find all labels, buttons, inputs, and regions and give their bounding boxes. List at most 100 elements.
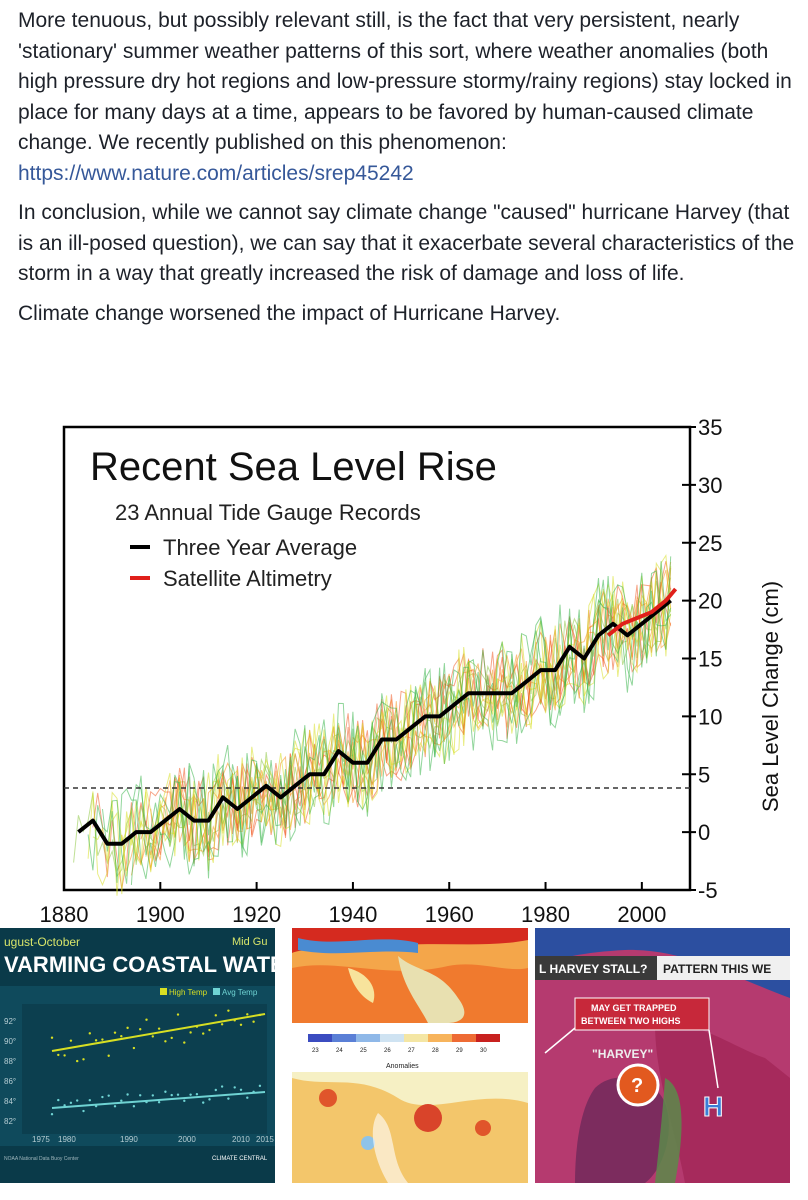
avg-temp-point: [208, 1098, 211, 1101]
thumb1-x-label: 1990: [120, 1135, 138, 1144]
thumb1-x-label: 2010: [232, 1135, 250, 1144]
avg-temp-point: [258, 1084, 262, 1088]
tide-gauge-line: [155, 569, 672, 861]
legend-average-label: Three Year Average: [163, 535, 357, 560]
sst-scale-label: 30: [480, 1048, 487, 1054]
high-temp-point: [233, 1019, 236, 1022]
high-temp-point: [76, 1059, 79, 1063]
thumb1-y-label: 88°: [4, 1057, 16, 1066]
sst-scale-label: 23: [312, 1048, 319, 1054]
thumb1-y-label: 82°: [4, 1117, 16, 1126]
avg-temp-point: [202, 1101, 205, 1104]
y-axis-label: Sea Level Change (cm): [758, 581, 783, 812]
avg-temp-point: [63, 1104, 66, 1107]
harvey-stall-thumbnail[interactable]: L HARVEY STALL? PATTERN THIS WE MAY GET …: [535, 928, 790, 1183]
avg-temp-point: [239, 1088, 243, 1092]
high-temp-point: [208, 1028, 211, 1032]
sst-scale-swatch: [356, 1034, 380, 1042]
x-tick-label: 1960: [425, 902, 474, 927]
avg-temp-point: [233, 1086, 236, 1089]
high-temp-point: [82, 1058, 85, 1061]
y-tick-label: 35: [698, 415, 722, 440]
high-temp-point: [189, 1031, 192, 1034]
avg-temp-point: [57, 1098, 60, 1102]
avg-temp-point: [189, 1093, 192, 1096]
avg-temp-point: [227, 1097, 230, 1100]
avg-temp-point: [157, 1100, 161, 1104]
thumb1-legend-avg: Avg Temp: [222, 988, 258, 997]
avg-temp-point: [82, 1109, 85, 1113]
high-temp-point: [69, 1039, 73, 1042]
post-paragraph-3: Climate change worsened the impact of Hu…: [18, 301, 561, 325]
high-temp-point: [195, 1025, 199, 1028]
sst-scale-swatch: [380, 1034, 404, 1042]
avg-temp-point: [107, 1094, 110, 1097]
sst-scale-label: 24: [336, 1048, 343, 1054]
hurricane-icon: [616, 1063, 660, 1107]
sst-scale-label: 28: [432, 1048, 439, 1054]
sst-scale-swatch: [404, 1034, 428, 1042]
thumb3-storm-label: "HARVEY": [592, 1047, 653, 1061]
high-temp-point: [252, 1020, 255, 1023]
avg-temp-point: [145, 1100, 148, 1104]
post-text: More tenuous, but possibly relevant stil…: [18, 6, 798, 338]
svg-text:?: ?: [631, 1075, 643, 1097]
avg-temp-point: [164, 1090, 167, 1093]
x-tick-label: 1980: [521, 902, 570, 927]
thumb3-banner-left: L HARVEY STALL?: [539, 962, 647, 976]
high-temp-point: [107, 1054, 110, 1057]
high-temp-point: [88, 1032, 92, 1035]
sst-maps-thumbnail[interactable]: 23 24 25 26 27 28 29 30 Anomalies: [278, 928, 534, 1183]
high-temp-point: [176, 1013, 180, 1016]
legend-satellite-label: Satellite Altimetry: [163, 566, 332, 591]
avg-temp-point: [132, 1105, 136, 1108]
high-temp-point: [220, 1023, 224, 1026]
post-paragraph-1: More tenuous, but possibly relevant stil…: [18, 9, 792, 185]
avg-temp-point: [220, 1085, 224, 1088]
high-temp-point: [239, 1023, 243, 1026]
article-link[interactable]: https://www.nature.com/articles/srep4524…: [18, 161, 414, 185]
post-paragraph-2: In conclusion, while we cannot say clima…: [18, 201, 795, 285]
avg-temp-point: [88, 1099, 92, 1102]
sst-scale-swatch: [452, 1034, 476, 1042]
avg-temp-point: [252, 1090, 255, 1093]
sea-level-chart[interactable]: Recent Sea Level Rise 23 Annual Tide Gau…: [0, 410, 808, 930]
coastal-waters-thumbnail[interactable]: ugust-October Mid Gu VARMING COASTAL WAT…: [0, 928, 275, 1183]
avg-temp-point: [176, 1093, 180, 1096]
high-temp-point: [157, 1027, 161, 1030]
thumb3-warning-1: MAY GET TRAPPED: [591, 1003, 677, 1013]
thumb1-brand: CLIMATE CENTRAL: [212, 1156, 268, 1162]
anomalies-label: Anomalies: [386, 1063, 419, 1070]
three-year-average-line: [77, 599, 672, 846]
thumb1-y-label: 84°: [4, 1097, 16, 1106]
x-tick-label: 1920: [232, 902, 281, 927]
thumb1-source: NOAA National Data Buoy Center: [4, 1156, 79, 1162]
sst-scale-label: 29: [456, 1048, 463, 1054]
thumb1-y-label: 92°: [4, 1017, 16, 1026]
high-temp-point: [50, 1036, 54, 1039]
high-temp-point: [101, 1038, 104, 1041]
sst-scale-label: 26: [384, 1048, 391, 1054]
x-tick-label: 1940: [328, 902, 377, 927]
high-temp-point: [183, 1041, 186, 1044]
tide-gauge-line: [92, 553, 672, 873]
avg-temp-point: [183, 1099, 186, 1103]
thumb1-y-label: 86°: [4, 1077, 16, 1086]
chart-title: Recent Sea Level Rise: [90, 445, 497, 489]
thumb1-y-label: 90°: [4, 1037, 16, 1046]
sst-scale-swatch: [428, 1034, 452, 1042]
y-tick-label: 30: [698, 473, 722, 498]
thumb1-x-label: 2000: [178, 1135, 196, 1144]
high-temp-point: [202, 1032, 205, 1035]
high-temp-point: [120, 1035, 123, 1038]
chart-subtitle: 23 Annual Tide Gauge Records: [115, 500, 421, 525]
avg-temp-point: [139, 1094, 142, 1097]
y-tick-label: 25: [698, 531, 722, 556]
sst-scale-swatch: [476, 1034, 500, 1042]
x-tick-label: 1880: [40, 902, 89, 927]
high-temp-point: [227, 1009, 230, 1012]
high-temp-point: [246, 1013, 249, 1016]
y-tick-label: 0: [698, 820, 710, 845]
high-temp-point: [63, 1054, 66, 1057]
sst-scale-swatch: [332, 1034, 356, 1042]
